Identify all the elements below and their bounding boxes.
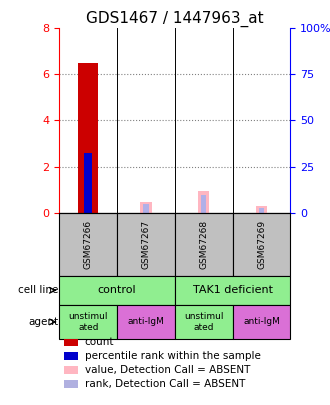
Bar: [64, 379, 78, 388]
Text: TAK1 deficient: TAK1 deficient: [193, 285, 273, 295]
Bar: [141, 202, 151, 213]
FancyBboxPatch shape: [175, 213, 233, 276]
FancyBboxPatch shape: [233, 213, 290, 276]
FancyBboxPatch shape: [175, 305, 233, 339]
Bar: [64, 366, 78, 374]
Text: cell line: cell line: [18, 285, 58, 295]
FancyBboxPatch shape: [59, 213, 117, 276]
Text: unstimul
ated: unstimul ated: [69, 312, 108, 332]
FancyBboxPatch shape: [175, 276, 290, 305]
Text: GSM67267: GSM67267: [142, 220, 150, 269]
Bar: [201, 195, 206, 213]
Bar: [256, 206, 267, 213]
Bar: [198, 191, 209, 213]
Text: GSM67266: GSM67266: [84, 220, 93, 269]
FancyBboxPatch shape: [117, 213, 175, 276]
Bar: [78, 63, 98, 213]
Text: percentile rank within the sample: percentile rank within the sample: [85, 351, 261, 361]
FancyBboxPatch shape: [59, 305, 117, 339]
Text: GSM67269: GSM67269: [257, 220, 266, 269]
FancyBboxPatch shape: [59, 276, 175, 305]
Text: value, Detection Call = ABSENT: value, Detection Call = ABSENT: [85, 364, 250, 375]
Bar: [64, 352, 78, 360]
FancyBboxPatch shape: [233, 305, 290, 339]
Bar: [84, 153, 92, 213]
Bar: [64, 338, 78, 346]
Text: agent: agent: [28, 317, 58, 327]
Text: unstimul
ated: unstimul ated: [184, 312, 223, 332]
Bar: [259, 207, 264, 213]
Bar: [144, 204, 149, 213]
Text: control: control: [98, 285, 137, 295]
Text: rank, Detection Call = ABSENT: rank, Detection Call = ABSENT: [85, 379, 245, 388]
Text: anti-IgM: anti-IgM: [243, 318, 280, 326]
Text: count: count: [85, 337, 114, 347]
Title: GDS1467 / 1447963_at: GDS1467 / 1447963_at: [86, 11, 264, 27]
Text: anti-IgM: anti-IgM: [128, 318, 164, 326]
Text: GSM67268: GSM67268: [199, 220, 208, 269]
FancyBboxPatch shape: [117, 305, 175, 339]
